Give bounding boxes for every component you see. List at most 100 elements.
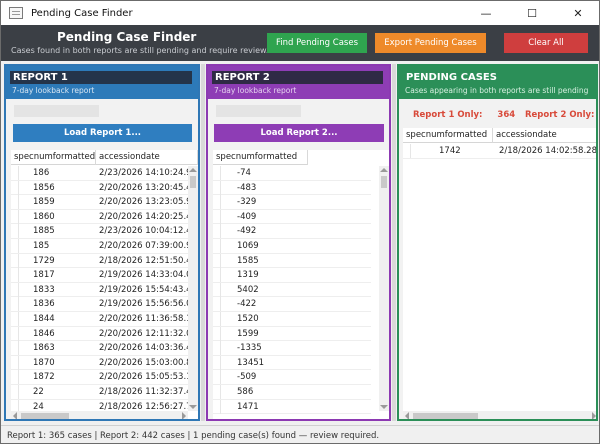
row-header[interactable] — [213, 297, 221, 312]
specnum-cell[interactable]: 1319 — [237, 270, 259, 281]
specnum-cell[interactable]: 1069 — [237, 240, 259, 251]
row-header[interactable] — [11, 282, 19, 297]
accessiondate-cell[interactable]: 2/18/2026 12:56:27.7 — [99, 401, 188, 412]
specnum-cell[interactable]: 1859 — [33, 197, 55, 208]
accessiondate-cell[interactable]: 2/18/2026 12:51:50.4 — [99, 255, 188, 266]
row-header[interactable] — [213, 180, 221, 195]
specnum-cell[interactable]: 1836 — [33, 299, 55, 310]
row-header[interactable] — [213, 311, 221, 326]
accessiondate-cell[interactable]: 2/20/2026 14:20:25.4 — [99, 211, 188, 222]
accessiondate-cell[interactable]: 2/19/2026 14:33:04.0 — [99, 270, 188, 281]
table-row[interactable]: 1870 2/20/2026 15:03:00.8 — [11, 355, 188, 371]
specnum-cell[interactable]: 1856 — [33, 182, 55, 193]
row-header[interactable] — [11, 209, 19, 224]
table-row[interactable]: 1599 — [213, 326, 371, 342]
specnum-cell[interactable]: 1585 — [237, 255, 259, 266]
row-header[interactable] — [11, 399, 19, 414]
title-bar[interactable]: Pending Case Finder — ☐ ✕ — [1, 1, 599, 25]
report1-col-accessiondate[interactable]: accessiondate — [96, 150, 198, 165]
scroll-down-icon[interactable] — [189, 405, 197, 409]
report1-vertical-scrollbar[interactable] — [188, 166, 198, 411]
table-row[interactable]: 13451 — [213, 355, 371, 371]
table-row[interactable]: -74 — [213, 166, 371, 181]
pending-horizontal-scrollbar[interactable] — [403, 411, 596, 419]
table-row[interactable]: -1335 — [213, 341, 371, 356]
specnum-cell[interactable]: 1863 — [33, 343, 55, 354]
clear-all-button[interactable]: Clear All — [504, 33, 588, 53]
table-row[interactable]: 1833 2/19/2026 15:54:43.4 — [11, 282, 188, 298]
maximize-button[interactable]: ☐ — [527, 6, 537, 20]
specnum-cell[interactable]: 1872 — [33, 372, 55, 383]
row-header[interactable] — [213, 209, 221, 224]
export-pending-cases-button[interactable]: Export Pending Cases — [375, 33, 486, 53]
report2-vscroll-thumb[interactable] — [381, 176, 387, 188]
row-header[interactable] — [213, 355, 221, 370]
specnum-cell[interactable]: -509 — [237, 372, 257, 383]
table-row[interactable]: 1817 2/19/2026 14:33:04.0 — [11, 268, 188, 283]
row-header[interactable] — [11, 355, 19, 370]
scroll-right-icon[interactable] — [182, 412, 186, 419]
table-row[interactable]: -509 — [213, 370, 371, 385]
scroll-left-icon[interactable] — [13, 412, 17, 419]
table-row[interactable]: -492 — [213, 224, 371, 239]
row-header[interactable] — [11, 180, 19, 195]
table-row[interactable]: 1859 2/20/2026 13:23:05.9 — [11, 195, 188, 210]
accessiondate-cell[interactable]: 2/20/2026 12:11:32.0 — [99, 328, 188, 339]
specnum-cell[interactable]: -492 — [237, 226, 257, 237]
row-header[interactable] — [11, 195, 19, 210]
close-window-button[interactable]: ✕ — [573, 6, 583, 20]
accessiondate-cell[interactable]: 2/23/2026 10:04:12.4 — [99, 226, 188, 237]
row-header[interactable] — [11, 238, 19, 253]
accessiondate-cell[interactable]: 2/20/2026 15:05:53.1 — [99, 372, 188, 383]
row-header[interactable] — [11, 311, 19, 326]
table-row[interactable]: -422 — [213, 297, 371, 312]
row-header[interactable] — [213, 195, 221, 210]
report1-col-specnum[interactable]: specnumformatted — [11, 150, 96, 165]
scroll-left-icon[interactable] — [405, 412, 409, 419]
row-header[interactable] — [213, 399, 221, 414]
specnum-cell[interactable]: -1335 — [237, 343, 262, 354]
accessiondate-cell[interactable]: 2/20/2026 14:03:36.4 — [99, 343, 188, 354]
specnum-cell[interactable]: 22 — [33, 386, 44, 397]
row-header[interactable] — [11, 341, 19, 356]
accessiondate-cell[interactable]: 2/20/2026 11:36:58.1 — [99, 313, 188, 324]
table-row[interactable]: 1860 2/20/2026 14:20:25.4 — [11, 209, 188, 225]
accessiondate-cell[interactable]: 2/20/2026 07:39:00.9 — [99, 240, 188, 251]
accessiondate-cell[interactable]: 2/19/2026 15:56:56.0 — [99, 299, 188, 310]
pending-col-accessiondate[interactable]: accessiondate — [493, 128, 596, 143]
specnum-cell[interactable]: 1742 — [439, 146, 461, 156]
scroll-right-icon[interactable] — [592, 412, 596, 419]
pending-col-specnum[interactable]: specnumformatted — [403, 128, 493, 143]
row-header[interactable] — [11, 384, 19, 399]
row-header[interactable] — [213, 224, 221, 239]
accessiondate-cell[interactable]: 2/20/2026 13:23:05.9 — [99, 197, 188, 208]
specnum-cell[interactable]: 13451 — [237, 357, 265, 368]
accessiondate-cell[interactable]: 2/20/2026 13:20:45.4 — [99, 182, 188, 193]
specnum-cell[interactable]: 1729 — [33, 255, 55, 266]
report2-vertical-scrollbar[interactable] — [379, 166, 389, 411]
report2-grid[interactable]: specnumformatted -74 -483 -329 -409 -492 1069… — [213, 150, 389, 419]
report1-hscroll-thumb[interactable] — [21, 413, 69, 419]
table-row[interactable]: 1585 — [213, 253, 371, 269]
specnum-cell[interactable]: -329 — [237, 197, 257, 208]
specnum-cell[interactable]: 1833 — [33, 284, 55, 295]
row-header[interactable] — [213, 384, 221, 399]
table-row[interactable]: 1471 — [213, 399, 371, 415]
report1-horizontal-scrollbar[interactable] — [11, 411, 188, 419]
row-header[interactable] — [213, 341, 221, 356]
row-header[interactable] — [213, 268, 221, 283]
accessiondate-cell[interactable]: 2/23/2026 14:10:24.9 — [99, 168, 188, 178]
table-row[interactable]: 1836 2/19/2026 15:56:56.0 — [11, 297, 188, 312]
table-row[interactable]: 22 2/18/2026 11:32:37.4 — [11, 384, 188, 400]
table-row[interactable]: 1319 — [213, 268, 371, 283]
specnum-cell[interactable]: -74 — [237, 168, 251, 178]
row-header[interactable] — [213, 253, 221, 268]
accessiondate-cell[interactable]: 2/19/2026 15:54:43.4 — [99, 284, 188, 295]
row-header[interactable] — [11, 326, 19, 341]
table-row[interactable]: -329 — [213, 195, 371, 210]
specnum-cell[interactable]: -483 — [237, 182, 257, 193]
scroll-down-icon[interactable] — [380, 405, 388, 409]
row-header[interactable] — [11, 166, 19, 180]
table-row[interactable]: -409 — [213, 209, 371, 225]
specnum-cell[interactable]: 1817 — [33, 270, 55, 281]
